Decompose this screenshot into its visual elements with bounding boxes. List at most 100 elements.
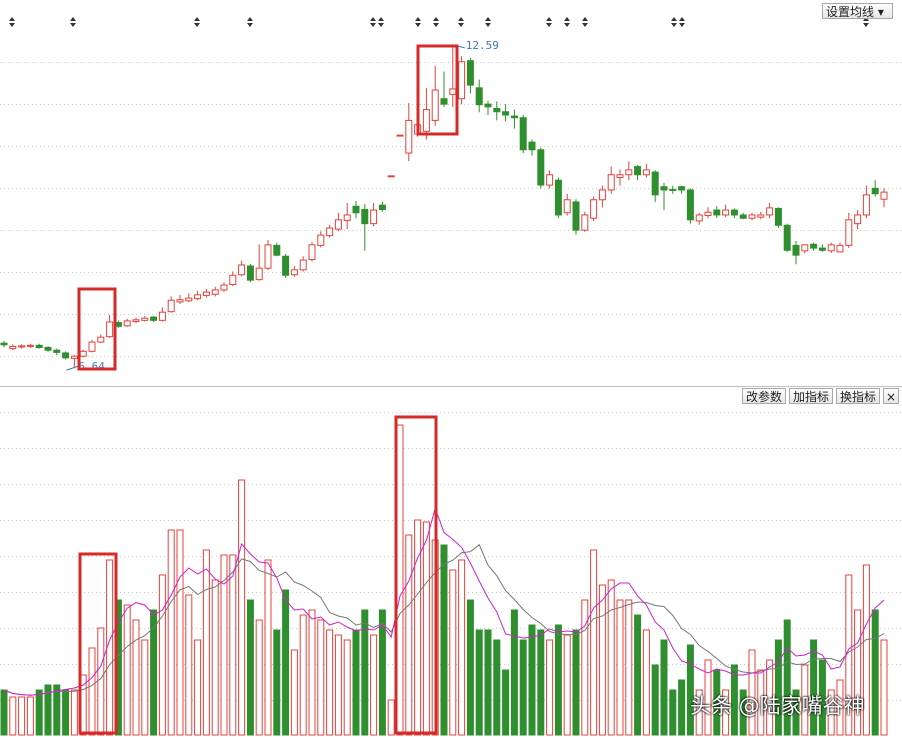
candle-body xyxy=(862,194,870,216)
candle-body xyxy=(739,214,747,219)
candle-body xyxy=(88,341,96,352)
volume-bar xyxy=(880,639,888,736)
indicator-button[interactable]: 换指标 xyxy=(836,388,881,404)
candle-body xyxy=(167,299,175,313)
volume-bar xyxy=(132,619,140,736)
candle-body xyxy=(176,299,184,303)
candle-body xyxy=(871,187,879,195)
candle-body xyxy=(185,297,193,302)
candle-body xyxy=(818,247,826,251)
volume-bar xyxy=(273,629,281,736)
candle-body xyxy=(431,89,439,121)
volume-bar xyxy=(625,599,633,736)
info-marker xyxy=(9,17,15,27)
volume-bar xyxy=(317,619,325,736)
candle-body xyxy=(836,244,844,253)
info-marker xyxy=(546,17,552,27)
info-marker xyxy=(485,17,491,27)
volume-bar xyxy=(387,699,395,736)
candle-body xyxy=(854,214,862,225)
volume-bar xyxy=(466,599,474,736)
info-marker xyxy=(433,17,439,27)
candle-body xyxy=(642,169,650,176)
volume-bar xyxy=(493,639,501,736)
volume-bar xyxy=(334,634,342,736)
candle-body xyxy=(634,166,642,176)
volume-bar xyxy=(255,619,263,736)
volume-bar xyxy=(810,639,818,736)
candle-body xyxy=(713,209,721,216)
volume-bar xyxy=(642,629,650,736)
candle-body xyxy=(9,345,17,350)
candle-body xyxy=(572,201,580,231)
volume-bar xyxy=(378,609,386,736)
info-marker xyxy=(415,17,421,27)
candle-body xyxy=(150,316,158,321)
candle-body xyxy=(246,265,254,281)
volume-bar xyxy=(44,684,52,736)
volume-bar xyxy=(422,521,430,736)
grid xyxy=(0,17,902,701)
candle-body xyxy=(440,98,448,105)
candle-body xyxy=(273,244,281,256)
volume-bar xyxy=(18,696,26,736)
volume-bar xyxy=(669,689,677,736)
volume-bar xyxy=(660,639,668,736)
candle-body xyxy=(255,267,263,281)
info-marker xyxy=(378,17,384,27)
volume-bar xyxy=(123,604,131,736)
volume-bar xyxy=(739,689,747,736)
candle-body xyxy=(370,209,378,225)
volume-bar xyxy=(651,664,659,736)
candle-body xyxy=(123,320,131,327)
candle-body xyxy=(695,214,703,222)
candle-body xyxy=(590,199,598,219)
candle-body xyxy=(343,214,351,221)
candle-body xyxy=(616,174,624,178)
volume-bar xyxy=(801,664,809,736)
candle-body xyxy=(18,345,26,348)
volume-bar xyxy=(97,627,105,736)
candle-body xyxy=(317,234,325,246)
volume-bar xyxy=(290,649,298,736)
volume-bar xyxy=(581,599,589,736)
candle-body xyxy=(757,214,765,218)
volume-bar xyxy=(167,529,175,736)
ma-settings-button[interactable]: 设置均线 ▾ xyxy=(822,3,893,19)
candle-body xyxy=(264,244,272,269)
volume-bar xyxy=(730,664,738,736)
candle-body xyxy=(537,149,545,186)
volume-bar xyxy=(62,689,70,736)
indicator-button[interactable]: 改参数 xyxy=(742,388,787,404)
candle-body xyxy=(484,103,492,108)
candle-body xyxy=(607,174,615,191)
candle-body xyxy=(748,214,756,219)
volume-bar xyxy=(862,564,870,736)
volume-bar xyxy=(704,659,712,736)
candle-body xyxy=(141,317,149,321)
volume-bar xyxy=(528,624,536,736)
candle-body xyxy=(26,344,34,347)
indicator-button[interactable]: 加指标 xyxy=(789,388,834,404)
info-marker xyxy=(564,17,570,27)
candle-body xyxy=(378,204,386,211)
candle-body xyxy=(581,214,589,231)
info-marker xyxy=(679,17,685,27)
volume-bar xyxy=(774,639,782,736)
volume-bar xyxy=(475,629,483,736)
plot: 12.59 6.64 xyxy=(0,39,888,736)
volume-bar xyxy=(185,594,193,736)
volume-bar xyxy=(449,569,457,736)
close-button[interactable]: × xyxy=(883,388,899,404)
candle-body xyxy=(44,347,52,351)
candle-body xyxy=(528,141,536,151)
volume-bar xyxy=(519,639,527,736)
volume-bar xyxy=(678,679,686,736)
candle-body xyxy=(730,209,738,216)
highlight-box xyxy=(78,552,118,735)
volume-bar xyxy=(405,534,413,736)
volume-bar xyxy=(458,559,466,736)
volume-bar xyxy=(9,696,17,736)
